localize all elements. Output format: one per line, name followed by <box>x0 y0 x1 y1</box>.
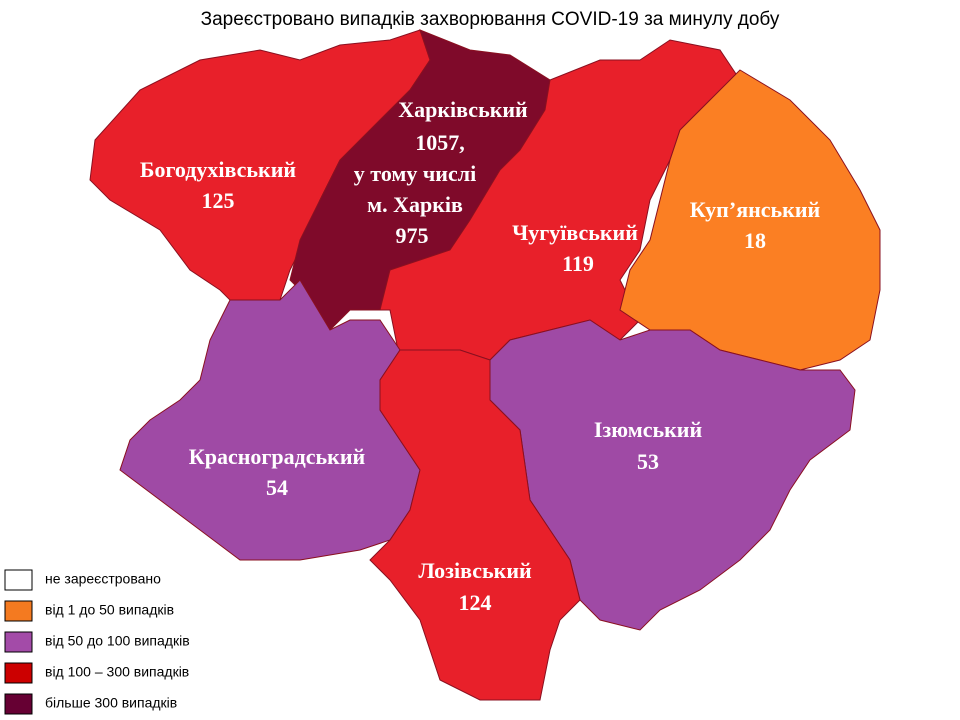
region <box>369 349 581 701</box>
legend-label: від 100 – 300 випадків <box>45 664 189 680</box>
legend-label: від 50 до 100 випадків <box>45 633 190 649</box>
region-label: у тому числі <box>354 161 476 186</box>
region-label: Лозівський <box>418 558 532 583</box>
legend-swatch <box>4 631 33 653</box>
region-label: 54 <box>266 475 288 500</box>
legend-swatch <box>4 600 33 622</box>
region-label: 119 <box>562 251 594 276</box>
region-label: 124 <box>459 590 492 615</box>
region-label: 1057, <box>415 130 465 155</box>
legend-swatch <box>4 693 33 715</box>
region-label: Харківський <box>398 97 528 122</box>
region-label: Куп’янський <box>690 197 821 222</box>
region <box>119 279 421 561</box>
legend-label: не зареєстровано <box>45 571 161 587</box>
legend-label: більше 300 випадків <box>45 695 177 711</box>
region-label: Ізюмський <box>594 417 703 442</box>
map-title: Зареєстровано випадків захворювання COVI… <box>201 9 780 30</box>
region-label: м. Харків <box>367 192 463 217</box>
region-label: 125 <box>202 188 235 213</box>
region-label: Красноградський <box>189 444 366 469</box>
legend-swatch <box>4 569 33 591</box>
region-label: 18 <box>744 228 766 253</box>
region-label: Чугуївський <box>512 220 638 245</box>
region-label: 975 <box>396 223 429 248</box>
legend-label: від 1 до 50 випадків <box>45 602 174 618</box>
region-label: 53 <box>637 449 659 474</box>
region-label: Богодухівський <box>140 157 296 182</box>
legend-swatch <box>4 662 33 684</box>
